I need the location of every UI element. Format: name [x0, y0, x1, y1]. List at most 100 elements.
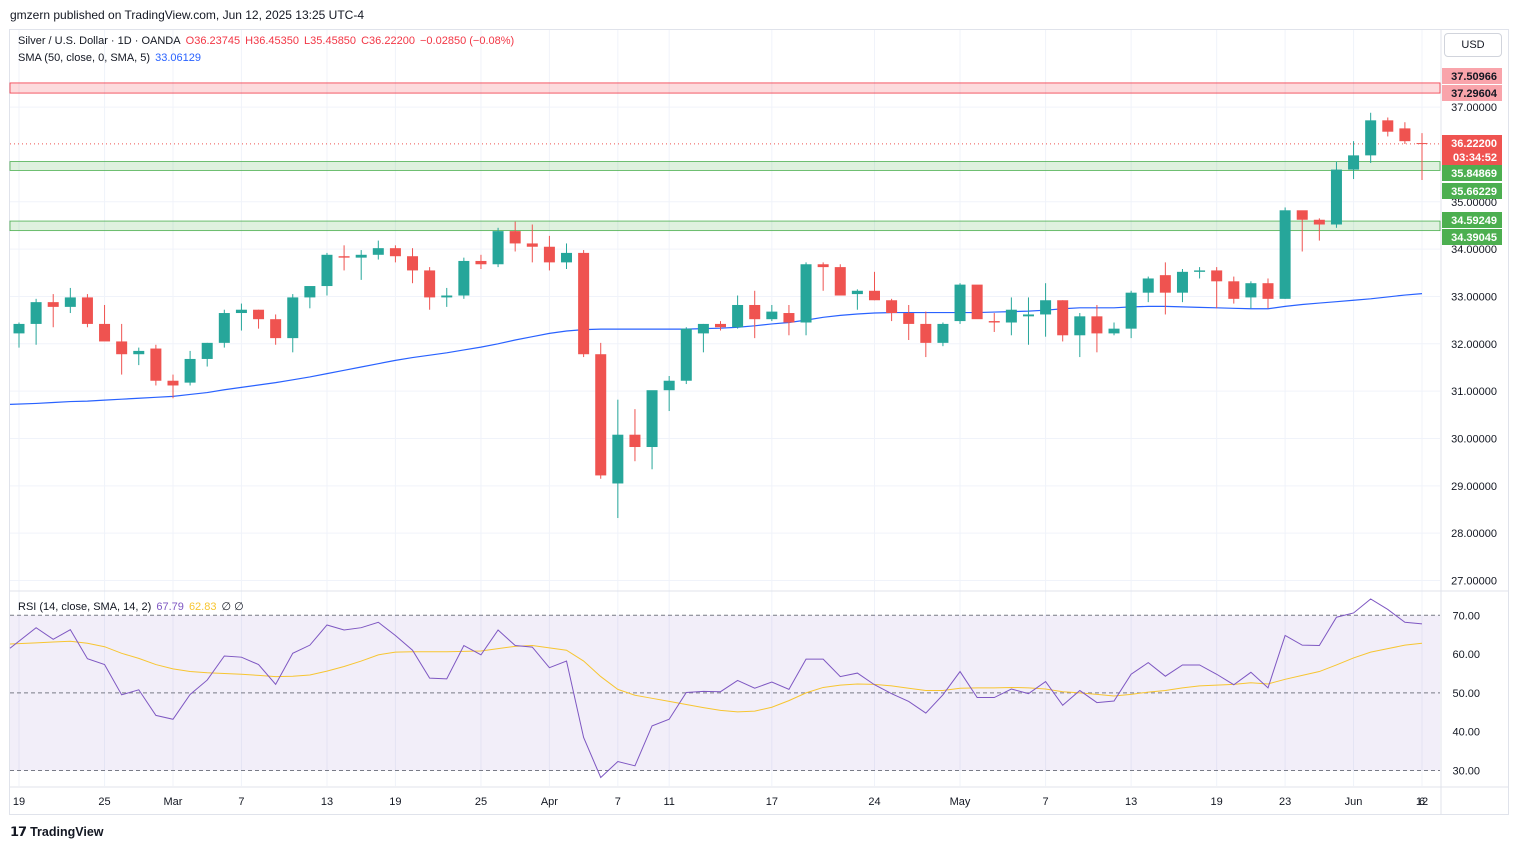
candle-body	[526, 243, 538, 247]
candle	[1194, 267, 1206, 279]
candle-body	[1399, 128, 1411, 142]
time-tick-label: 25	[98, 796, 110, 808]
price-tick-label: 37.00000	[1451, 102, 1497, 114]
candle-body	[766, 311, 778, 320]
candle-body	[937, 323, 949, 343]
tradingview-footer[interactable]: 𝟭𝟳 TradingView	[10, 824, 104, 840]
candle	[458, 257, 470, 299]
brand-name: TradingView	[30, 825, 104, 839]
candle-body	[1142, 278, 1154, 293]
symbol-legend[interactable]: Silver / U.S. Dollar · 1D · OANDA O36.23…	[18, 35, 516, 47]
candle	[407, 248, 419, 284]
rsi-extra: ∅ ∅	[221, 601, 244, 613]
candle	[1005, 297, 1017, 336]
candle	[851, 289, 863, 310]
candle	[287, 294, 299, 353]
candle-body	[47, 302, 59, 307]
candle	[1057, 300, 1069, 342]
price-tick-label: 30.00000	[1451, 433, 1497, 445]
candle	[595, 342, 607, 479]
sma-line-layer	[9, 293, 1423, 406]
candle	[526, 224, 538, 263]
candle-body	[424, 270, 436, 298]
candle-body	[475, 260, 487, 265]
time-tick-label: Apr	[541, 796, 558, 808]
candle	[937, 322, 949, 347]
candle-body	[270, 319, 282, 339]
candle	[184, 350, 196, 386]
candle	[150, 344, 162, 386]
sma-legend[interactable]: SMA (50, close, 0, SMA, 5) 33.06129	[18, 52, 203, 64]
candle	[1142, 276, 1154, 303]
candle	[1313, 218, 1325, 241]
rsi-tick-label: 40.00	[1452, 727, 1480, 739]
candle-body	[680, 328, 692, 381]
candle	[749, 290, 761, 339]
price-axis-label-box	[1442, 229, 1502, 245]
candle	[1211, 267, 1223, 309]
candle-body	[287, 297, 299, 339]
candle-body	[30, 302, 42, 324]
rsi-value: 67.79	[156, 601, 184, 613]
candle-body	[697, 323, 709, 334]
candle-body	[851, 290, 863, 295]
candle	[732, 295, 744, 329]
candle	[133, 347, 145, 366]
candles-layer	[13, 112, 1428, 519]
candle-body	[612, 434, 624, 484]
candle-body	[954, 284, 966, 322]
time-tick-label: 24	[868, 796, 880, 808]
candle-body	[492, 231, 504, 265]
rsi-legend[interactable]: RSI (14, close, SMA, 14, 2) 67.79 62.83 …	[18, 600, 246, 613]
candle-body	[1228, 281, 1240, 299]
axes-layer: 37.00000 35.00000 34.00000 33.00000 32.00000…	[10, 30, 1508, 814]
candle	[646, 390, 658, 470]
candle-body	[355, 254, 367, 258]
candle-body	[1279, 210, 1291, 299]
candle	[988, 313, 1000, 332]
candle-body	[646, 390, 658, 448]
time-tick-label: 19	[13, 796, 25, 808]
candle	[475, 254, 487, 269]
candle-body	[1074, 316, 1086, 336]
candle	[1348, 141, 1360, 180]
candle-body	[629, 434, 641, 448]
candle	[270, 314, 282, 345]
change-value: −0.02850 (−0.08%)	[420, 35, 515, 47]
price-axis-label-box	[1442, 212, 1502, 228]
candle-body	[1416, 143, 1428, 145]
candle	[1245, 281, 1257, 309]
candle-body	[749, 304, 761, 320]
candle	[629, 409, 641, 462]
candle-body	[1091, 316, 1103, 334]
candle	[509, 221, 521, 252]
price-axis-label: 03:34:52	[1453, 152, 1497, 164]
candle	[338, 245, 350, 271]
candle-body	[1040, 300, 1052, 315]
candle-body	[1108, 328, 1120, 334]
time-tick-label: Mar	[164, 796, 183, 808]
time-tick-label: 12	[1416, 796, 1428, 808]
candle	[886, 298, 898, 322]
candle	[834, 264, 846, 296]
candle	[424, 267, 436, 310]
price-tick-label: 29.00000	[1451, 481, 1497, 493]
rsi-tick-label: 50.00	[1452, 688, 1480, 700]
candle-body	[886, 300, 898, 314]
currency-button[interactable]: USD	[1444, 33, 1502, 57]
time-tick-label: 7	[615, 796, 621, 808]
candle	[1365, 112, 1377, 163]
high-value: H36.45350	[245, 35, 299, 47]
time-tick-label: 19	[389, 796, 401, 808]
price-axis-label-box	[1442, 68, 1502, 84]
candle-body	[372, 248, 384, 255]
rsi-line	[9, 598, 1423, 779]
price-tick-label: 31.00000	[1451, 386, 1497, 398]
candle	[1262, 278, 1274, 309]
candle-body	[64, 297, 76, 307]
price-tick-label: 34.00000	[1451, 244, 1497, 256]
close-value: C36.22200	[361, 35, 415, 47]
candle	[903, 304, 915, 341]
candle	[441, 287, 453, 307]
